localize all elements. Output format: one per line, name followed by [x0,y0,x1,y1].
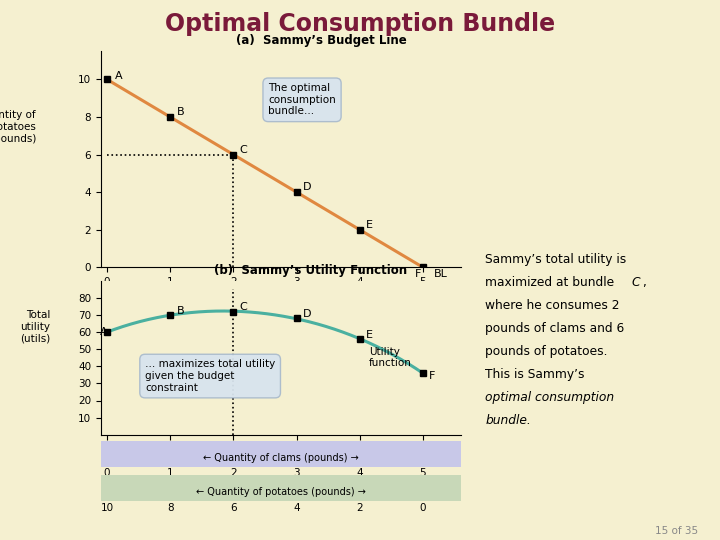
Text: This is Sammy’s: This is Sammy’s [485,368,585,381]
Text: Utility
function: Utility function [369,347,412,368]
Text: F: F [415,269,421,279]
Text: C: C [631,276,640,289]
Text: E: E [366,220,373,230]
Text: ,: , [642,276,647,289]
Text: (a)  Sammy’s Budget Line: (a) Sammy’s Budget Line [236,35,407,48]
Text: where he consumes 2: where he consumes 2 [485,299,620,312]
Text: E: E [366,329,373,340]
Text: ← Quantity of clams (pounds) →: ← Quantity of clams (pounds) → [203,453,359,463]
X-axis label: Quantity of clams (pounds): Quantity of clams (pounds) [210,293,352,302]
Text: optimal consumption: optimal consumption [485,391,614,404]
Text: A: A [114,71,122,80]
Text: Sammy’s total utility is: Sammy’s total utility is [485,253,626,266]
Text: B: B [176,107,184,117]
Text: 15 of 35: 15 of 35 [655,525,698,536]
Text: A: A [99,327,107,336]
Text: F: F [429,371,436,381]
Text: D: D [303,183,312,192]
Text: C: C [240,302,248,312]
Text: Optimal Consumption Bundle: Optimal Consumption Bundle [165,12,555,36]
Text: bundle.: bundle. [485,414,531,427]
Text: B: B [176,306,184,316]
Text: BL: BL [434,269,448,279]
Text: ← Quantity of potatoes (pounds) →: ← Quantity of potatoes (pounds) → [196,487,366,497]
Text: D: D [303,309,312,319]
Text: The optimal
consumption
bundle…: The optimal consumption bundle… [268,83,336,117]
Y-axis label: Total
utility
(utils): Total utility (utils) [20,310,50,343]
Text: (b)  Sammy’s Utility Function: (b) Sammy’s Utility Function [214,264,407,277]
Text: C: C [240,145,248,155]
Text: maximized at bundle: maximized at bundle [485,276,618,289]
Text: pounds of potatoes.: pounds of potatoes. [485,345,608,358]
Text: … maximizes total utility
given the budget
constraint: … maximizes total utility given the budg… [145,360,275,393]
Text: pounds of clams and 6: pounds of clams and 6 [485,322,624,335]
Y-axis label: Quantity of
potatoes
(pounds): Quantity of potatoes (pounds) [0,110,36,144]
